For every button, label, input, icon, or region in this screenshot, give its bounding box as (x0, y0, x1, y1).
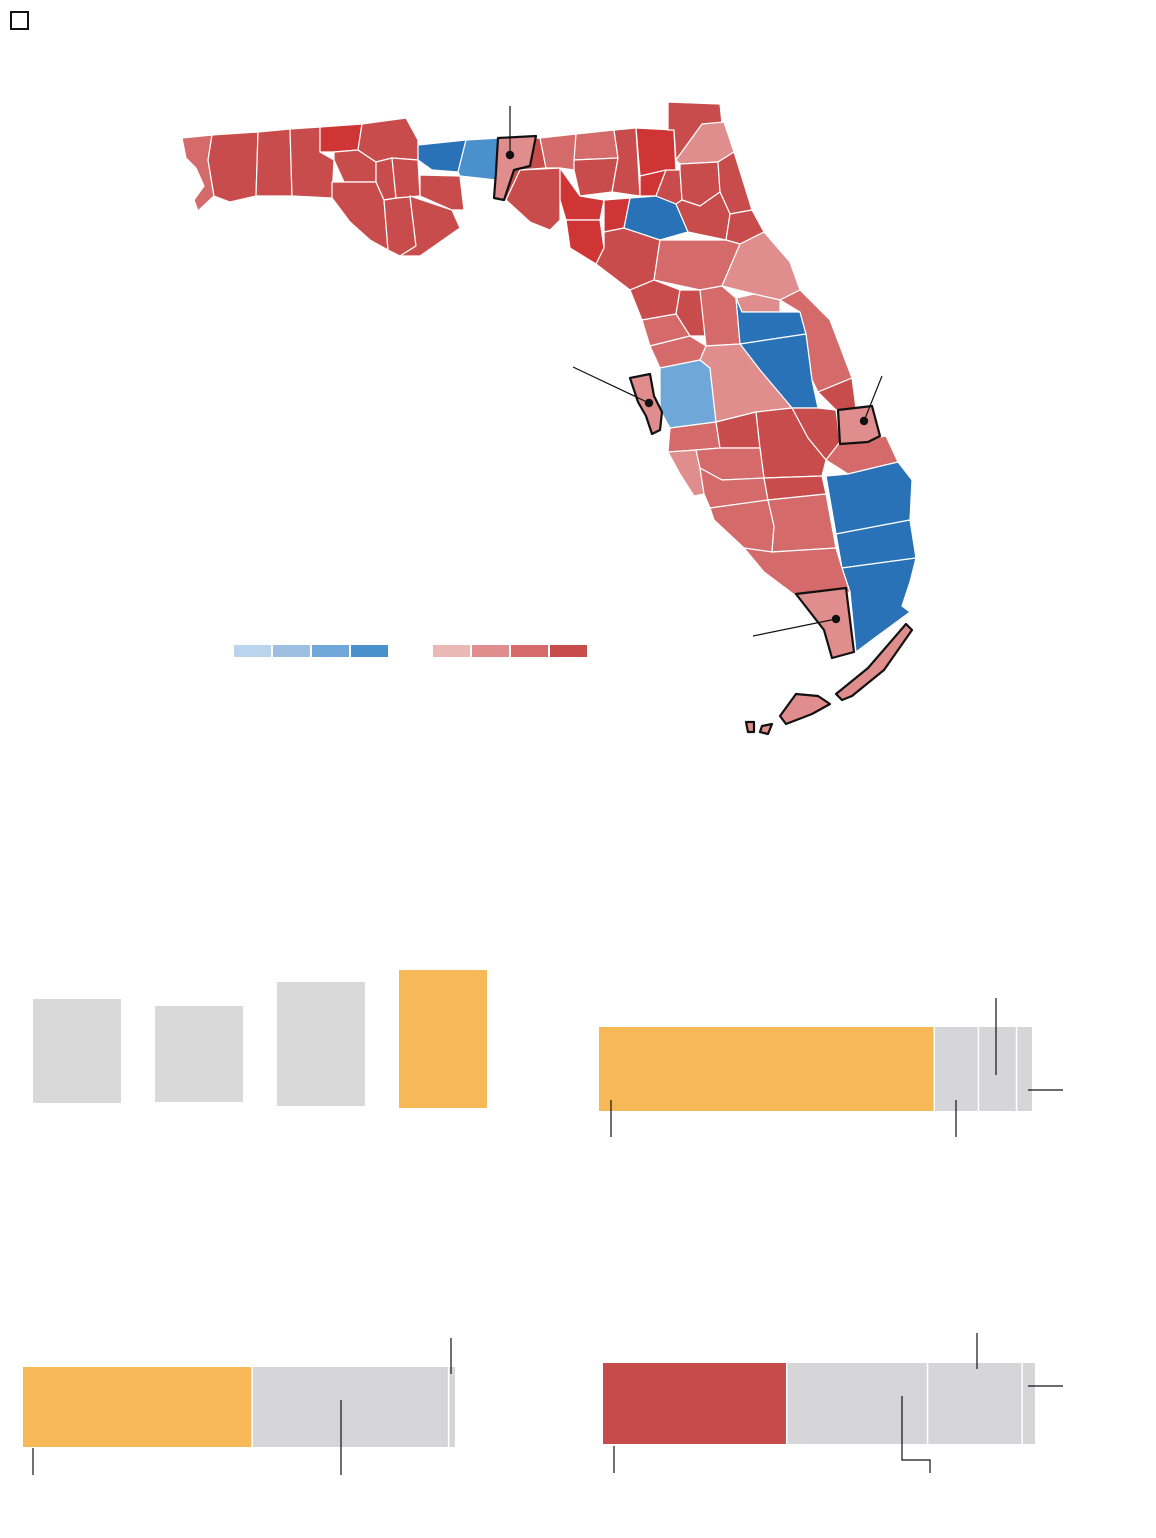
county-madison (539, 133, 577, 171)
county-st-lucie-highlight (836, 404, 882, 446)
county-hillsborough (659, 359, 717, 429)
county-jackson (357, 117, 419, 163)
st-lucie-callout-line (863, 375, 883, 422)
legend-swatch-blue-3 (312, 645, 349, 657)
county-sumter (675, 289, 707, 337)
legend-swatch-red-4 (550, 645, 587, 657)
h1-segment-4 (1017, 1027, 1032, 1111)
county-okaloosa (255, 128, 293, 197)
pinellas-callout-line (572, 366, 650, 404)
county-dixie (565, 219, 605, 265)
chart-leader-lines (32, 998, 1063, 1475)
county-leon-highlight (492, 134, 538, 202)
legend-swatch-blue-1 (234, 645, 271, 657)
h1-segment-2 (935, 1027, 978, 1111)
county-gadsden (417, 139, 467, 173)
pinellas-callout-dot (644, 398, 654, 408)
corner-marker-box (10, 11, 29, 30)
legend-swatch-red-3 (511, 645, 548, 657)
highlighted-counties (492, 134, 914, 736)
county-miami-dade (841, 557, 917, 653)
vertical-box-4 (399, 970, 487, 1108)
h3-leader-b (901, 1396, 931, 1473)
collier-callout-dot (831, 614, 841, 624)
county-lee (709, 499, 775, 553)
county-keys-upper (834, 622, 914, 702)
chart-stacked-bar-1 (599, 1027, 1032, 1111)
legend-blue-swatches (234, 645, 388, 657)
legend-swatch-red-2 (472, 645, 509, 657)
county-hendry (767, 493, 837, 553)
leon-callout-dot (505, 150, 515, 160)
legend-swatch-blue-4 (351, 645, 388, 657)
vertical-box-1 (33, 999, 121, 1103)
h2-segment-3 (449, 1367, 455, 1447)
county-collier-highlight (794, 586, 856, 660)
vertical-box-2 (155, 1006, 243, 1102)
county-escambia (181, 134, 215, 212)
county-collier-body (743, 547, 851, 597)
county-suwannee (573, 157, 619, 197)
h3-segment-3 (928, 1363, 1022, 1444)
county-keys-lower-a (758, 722, 774, 736)
vertical-box-3 (277, 982, 365, 1106)
h1-segment-3 (979, 1027, 1016, 1111)
chart-stacked-bar-2 (23, 1367, 455, 1447)
county-keys-middle (778, 692, 832, 726)
county-bay (331, 181, 389, 251)
county-santa-rosa (207, 131, 259, 203)
h2-segment-2 (252, 1367, 448, 1447)
county-leon-area (457, 137, 501, 181)
county-wakulla (419, 174, 465, 211)
county-liberty (391, 157, 421, 199)
county-lake (699, 285, 741, 347)
florida-county-map (181, 101, 917, 736)
chart-vertical-boxes (33, 970, 487, 1108)
h3-segment-4 (1022, 1363, 1035, 1444)
legend-red-swatches (433, 645, 587, 657)
collier-callout-line (752, 618, 837, 637)
h3-segment-1 (603, 1363, 786, 1444)
county-hamilton (573, 129, 619, 161)
chart-stacked-bar-3 (603, 1363, 1035, 1444)
map-callouts (505, 106, 883, 637)
county-columbia (611, 127, 641, 197)
county-holmes (319, 123, 363, 153)
h3-segment-2 (787, 1363, 927, 1444)
st-lucie-callout-dot (859, 416, 869, 426)
county-keys-lower-b (744, 720, 756, 734)
legend-swatch-red-1 (433, 645, 470, 657)
legend-swatch-blue-2 (273, 645, 310, 657)
h2-segment-1 (23, 1367, 252, 1447)
h1-segment-1 (599, 1027, 934, 1111)
county-baker (635, 127, 677, 177)
